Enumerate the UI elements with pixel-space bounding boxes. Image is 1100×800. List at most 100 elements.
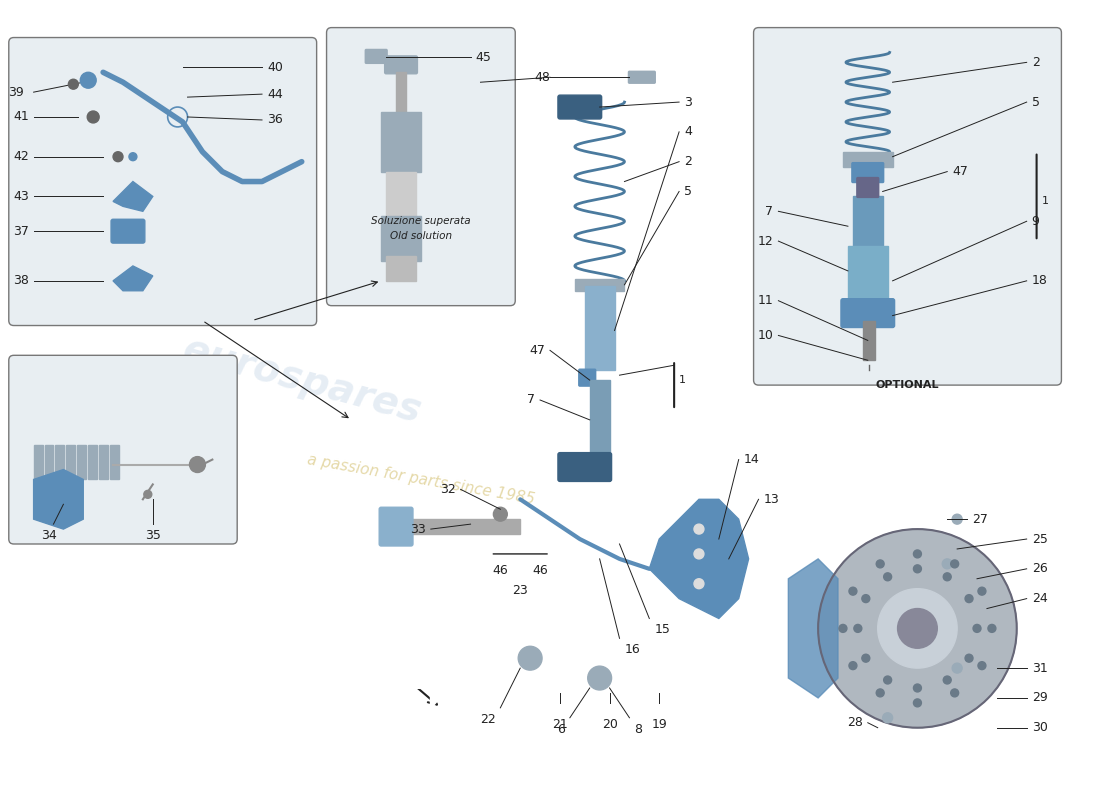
Text: 36: 36 — [267, 114, 283, 126]
Text: 3: 3 — [684, 95, 692, 109]
Circle shape — [878, 589, 957, 668]
Bar — [386, 256, 416, 281]
FancyBboxPatch shape — [111, 219, 145, 243]
Text: 29: 29 — [1032, 691, 1047, 705]
Text: 7: 7 — [766, 205, 773, 218]
Text: 42: 42 — [13, 150, 29, 163]
Text: 32: 32 — [440, 483, 455, 496]
Text: 34: 34 — [41, 529, 56, 542]
Circle shape — [587, 666, 612, 690]
Text: 10: 10 — [758, 329, 773, 342]
Text: 35: 35 — [145, 529, 161, 542]
Circle shape — [694, 578, 704, 589]
FancyBboxPatch shape — [754, 28, 1062, 385]
Polygon shape — [113, 266, 153, 290]
Bar — [382, 216, 421, 261]
Circle shape — [129, 153, 136, 161]
Text: Old solution: Old solution — [389, 231, 452, 241]
Text: 28: 28 — [847, 716, 862, 730]
Circle shape — [862, 594, 870, 602]
FancyBboxPatch shape — [385, 56, 417, 74]
Bar — [862, 321, 874, 360]
Circle shape — [913, 684, 922, 692]
Circle shape — [974, 625, 981, 632]
Text: 48: 48 — [535, 70, 550, 84]
Circle shape — [877, 689, 884, 697]
Circle shape — [953, 514, 962, 524]
Text: 1: 1 — [679, 375, 686, 385]
FancyBboxPatch shape — [857, 178, 879, 198]
Bar — [852, 197, 882, 251]
Bar — [34, 445, 43, 479]
Circle shape — [978, 587, 986, 595]
Text: a passion for parts since 1985: a passion for parts since 1985 — [306, 452, 536, 507]
Text: 5: 5 — [684, 185, 692, 198]
Bar — [402, 519, 520, 534]
Text: 14: 14 — [744, 453, 759, 466]
Bar — [386, 171, 416, 222]
Circle shape — [189, 457, 206, 473]
Circle shape — [883, 676, 892, 684]
Text: 18: 18 — [1032, 274, 1047, 287]
Circle shape — [854, 625, 861, 632]
Text: 45: 45 — [475, 51, 492, 64]
Circle shape — [882, 713, 892, 722]
Text: 20: 20 — [602, 718, 617, 730]
Bar — [77, 445, 86, 479]
Bar — [55, 445, 65, 479]
Polygon shape — [789, 559, 838, 698]
Text: 23: 23 — [513, 584, 528, 597]
Text: 26: 26 — [1032, 562, 1047, 575]
Text: 41: 41 — [13, 110, 29, 123]
Circle shape — [913, 699, 922, 707]
Circle shape — [950, 560, 958, 568]
Text: 6: 6 — [557, 722, 565, 736]
Circle shape — [144, 490, 152, 498]
Text: 27: 27 — [972, 513, 988, 526]
Circle shape — [953, 663, 962, 673]
Text: 7: 7 — [527, 394, 535, 406]
Circle shape — [950, 689, 958, 697]
Circle shape — [862, 654, 870, 662]
Circle shape — [883, 573, 892, 581]
Text: 2: 2 — [684, 155, 692, 168]
Text: 37: 37 — [13, 225, 29, 238]
Text: 2: 2 — [1032, 56, 1040, 69]
Bar — [848, 246, 888, 301]
Text: 16: 16 — [625, 643, 640, 656]
Circle shape — [494, 507, 507, 521]
Circle shape — [80, 72, 96, 88]
FancyBboxPatch shape — [628, 71, 656, 83]
Text: 5: 5 — [1032, 95, 1040, 109]
FancyBboxPatch shape — [579, 370, 596, 386]
Text: 33: 33 — [410, 522, 426, 535]
Text: 21: 21 — [552, 718, 568, 730]
Circle shape — [913, 550, 922, 558]
Text: 43: 43 — [13, 190, 29, 203]
FancyBboxPatch shape — [9, 38, 317, 326]
Text: 15: 15 — [654, 623, 670, 637]
Text: 46: 46 — [532, 564, 548, 577]
FancyBboxPatch shape — [327, 28, 515, 306]
Text: 4: 4 — [684, 126, 692, 138]
Text: Soluzione superata: Soluzione superata — [371, 216, 471, 226]
Bar — [88, 445, 97, 479]
Bar — [396, 72, 406, 122]
Bar — [590, 380, 609, 459]
Circle shape — [913, 565, 922, 573]
Text: 24: 24 — [1032, 592, 1047, 605]
Text: OPTIONAL: OPTIONAL — [876, 380, 939, 390]
Text: 11: 11 — [758, 294, 773, 307]
Text: 9: 9 — [1032, 214, 1040, 228]
Text: 8: 8 — [635, 722, 642, 736]
Text: 22: 22 — [480, 713, 495, 726]
Text: 1: 1 — [1042, 196, 1048, 206]
Circle shape — [877, 560, 884, 568]
Circle shape — [113, 152, 123, 162]
Circle shape — [944, 573, 952, 581]
Circle shape — [898, 609, 937, 648]
Bar — [110, 445, 119, 479]
Text: 47: 47 — [953, 165, 968, 178]
FancyBboxPatch shape — [558, 453, 612, 482]
Circle shape — [965, 594, 974, 602]
